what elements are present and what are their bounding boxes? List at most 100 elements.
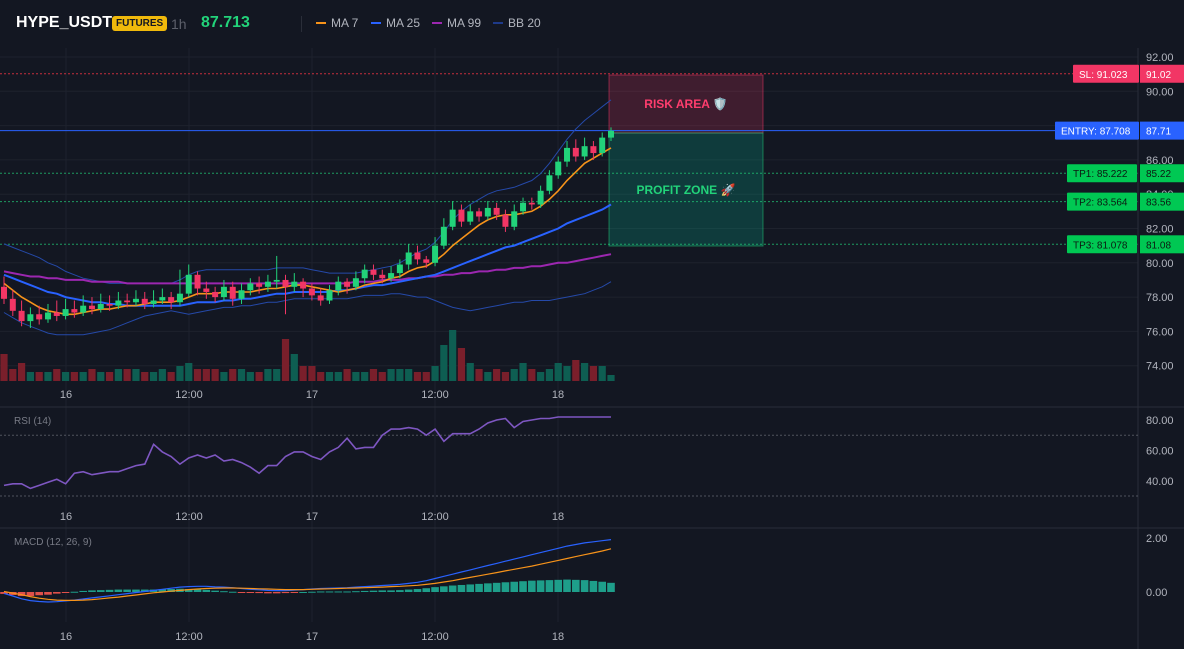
macd-histogram-bar bbox=[52, 592, 61, 594]
macd-histogram-bar bbox=[316, 591, 325, 593]
macd-histogram-bar bbox=[334, 591, 343, 593]
legend-ma25[interactable]: MA 25 bbox=[371, 16, 420, 30]
candle-bullish bbox=[361, 269, 368, 279]
symbol-name[interactable]: HYPE_USDT bbox=[16, 14, 113, 31]
volume-bar bbox=[334, 372, 342, 381]
macd-histogram-bar bbox=[589, 580, 598, 592]
timeframe-label[interactable]: 1h bbox=[171, 16, 187, 32]
candle-bearish bbox=[423, 259, 430, 263]
volume-bar bbox=[149, 372, 158, 381]
time-axis: 16 12:00 17 12:00 18 16 12:00 17 12:00 18 16 12:00 1… bbox=[60, 389, 564, 643]
macd-histogram-bar bbox=[105, 589, 114, 592]
macd-histogram-bar bbox=[264, 592, 272, 594]
macd-histogram-bar bbox=[167, 589, 175, 592]
time-axis-tick: 16 bbox=[60, 511, 72, 523]
macd-histogram-bar bbox=[325, 591, 334, 593]
macd-histogram-bar bbox=[466, 584, 475, 592]
candle-bearish bbox=[414, 252, 421, 260]
volume-bar bbox=[35, 372, 43, 381]
macd-histogram-bar bbox=[422, 588, 431, 592]
volume-bar bbox=[545, 369, 554, 381]
volume-bar bbox=[264, 369, 272, 381]
candle-bullish bbox=[326, 290, 333, 301]
macd-title[interactable]: MACD (12, 26, 9) bbox=[14, 537, 92, 548]
macd-histogram-bar bbox=[211, 590, 219, 592]
macd-histogram-bar bbox=[492, 582, 501, 592]
price-axis-tick: 82.00 bbox=[1146, 224, 1174, 236]
macd-axis-tick: 0.00 bbox=[1146, 587, 1167, 599]
macd-histogram-bar bbox=[378, 590, 387, 592]
time-axis-tick: 12:00 bbox=[421, 631, 449, 643]
legend-ma25-label: MA 25 bbox=[386, 16, 421, 30]
volume-bar bbox=[466, 363, 474, 381]
time-axis-tick: 18 bbox=[552, 631, 564, 643]
volume-bars bbox=[0, 330, 615, 381]
volume-bar bbox=[53, 369, 61, 381]
macd-histogram-bar bbox=[290, 592, 299, 593]
candle-bearish bbox=[379, 274, 386, 279]
sl-tag-bg bbox=[1073, 64, 1139, 83]
candle-bullish bbox=[150, 300, 157, 304]
rsi-title[interactable]: RSI (14) bbox=[14, 416, 51, 427]
rsi-axis-tick: 60.00 bbox=[1146, 445, 1174, 457]
volume-bar bbox=[299, 366, 307, 381]
legend-bb20[interactable]: BB 20 bbox=[493, 16, 541, 30]
volume-bar bbox=[167, 372, 175, 381]
candle-bullish bbox=[176, 293, 183, 303]
legend-ma7[interactable]: MA 7 bbox=[316, 16, 358, 30]
time-axis-tick: 18 bbox=[552, 511, 564, 523]
volume-bar bbox=[185, 363, 193, 381]
volume-bar bbox=[105, 372, 114, 381]
macd-histogram-bar bbox=[396, 590, 404, 592]
entry-tag-bg bbox=[1055, 121, 1139, 140]
candle-bearish bbox=[493, 207, 500, 215]
volume-bar bbox=[202, 369, 210, 381]
candle-bullish bbox=[352, 278, 359, 287]
volume-bar bbox=[211, 369, 219, 381]
legend-ma99[interactable]: MA 99 bbox=[432, 16, 481, 30]
volume-bar bbox=[378, 372, 386, 381]
candle-bearish bbox=[370, 269, 377, 275]
candle-bullish bbox=[546, 175, 553, 191]
volume-bar bbox=[193, 369, 202, 381]
volume-bar bbox=[343, 369, 351, 381]
volume-bar bbox=[484, 372, 492, 381]
volume-bar bbox=[237, 369, 246, 381]
header-divider bbox=[301, 16, 302, 32]
candle-bullish bbox=[511, 211, 518, 227]
candle-bullish bbox=[27, 314, 34, 322]
volume-bar bbox=[281, 339, 290, 381]
macd-histogram-bar bbox=[572, 579, 580, 592]
candlesticks bbox=[1, 127, 614, 328]
candle-bearish bbox=[88, 305, 95, 310]
candle-bullish bbox=[159, 297, 166, 301]
macd-pane: 2.00 0.00 bbox=[0, 533, 1167, 603]
legend-ma99-label: MA 99 bbox=[447, 16, 482, 30]
macd-histogram-bar bbox=[360, 590, 369, 592]
volume-bar bbox=[132, 369, 140, 381]
candle-bearish bbox=[9, 298, 16, 311]
candle-bearish bbox=[528, 202, 535, 205]
chart-header: HYPE_USDT FUTURES 1h 87.713 MA 7 MA 25 M… bbox=[0, 0, 1184, 48]
volume-bar bbox=[0, 354, 8, 381]
volume-bar bbox=[405, 369, 413, 381]
bollinger-bands bbox=[3, 99, 612, 336]
volume-bar bbox=[352, 372, 360, 381]
futures-badge: FUTURES bbox=[112, 16, 168, 31]
volume-bar bbox=[97, 372, 105, 381]
macd-histogram-bar bbox=[61, 592, 70, 593]
candle-bullish bbox=[564, 147, 571, 162]
macd-histogram-bar bbox=[88, 590, 96, 592]
volume-bar bbox=[493, 369, 501, 381]
time-axis-tick: 12:00 bbox=[421, 511, 449, 523]
tp3-axis-bg bbox=[1140, 235, 1184, 254]
volume-bar bbox=[26, 372, 34, 381]
candle-bearish bbox=[1, 286, 7, 299]
candle-bullish bbox=[599, 137, 606, 154]
candle-bearish bbox=[572, 147, 579, 157]
macd-histogram-bar bbox=[484, 583, 492, 592]
time-axis-tick: 17 bbox=[306, 631, 318, 643]
candle-bearish bbox=[141, 298, 148, 304]
rsi-line bbox=[3, 416, 611, 490]
